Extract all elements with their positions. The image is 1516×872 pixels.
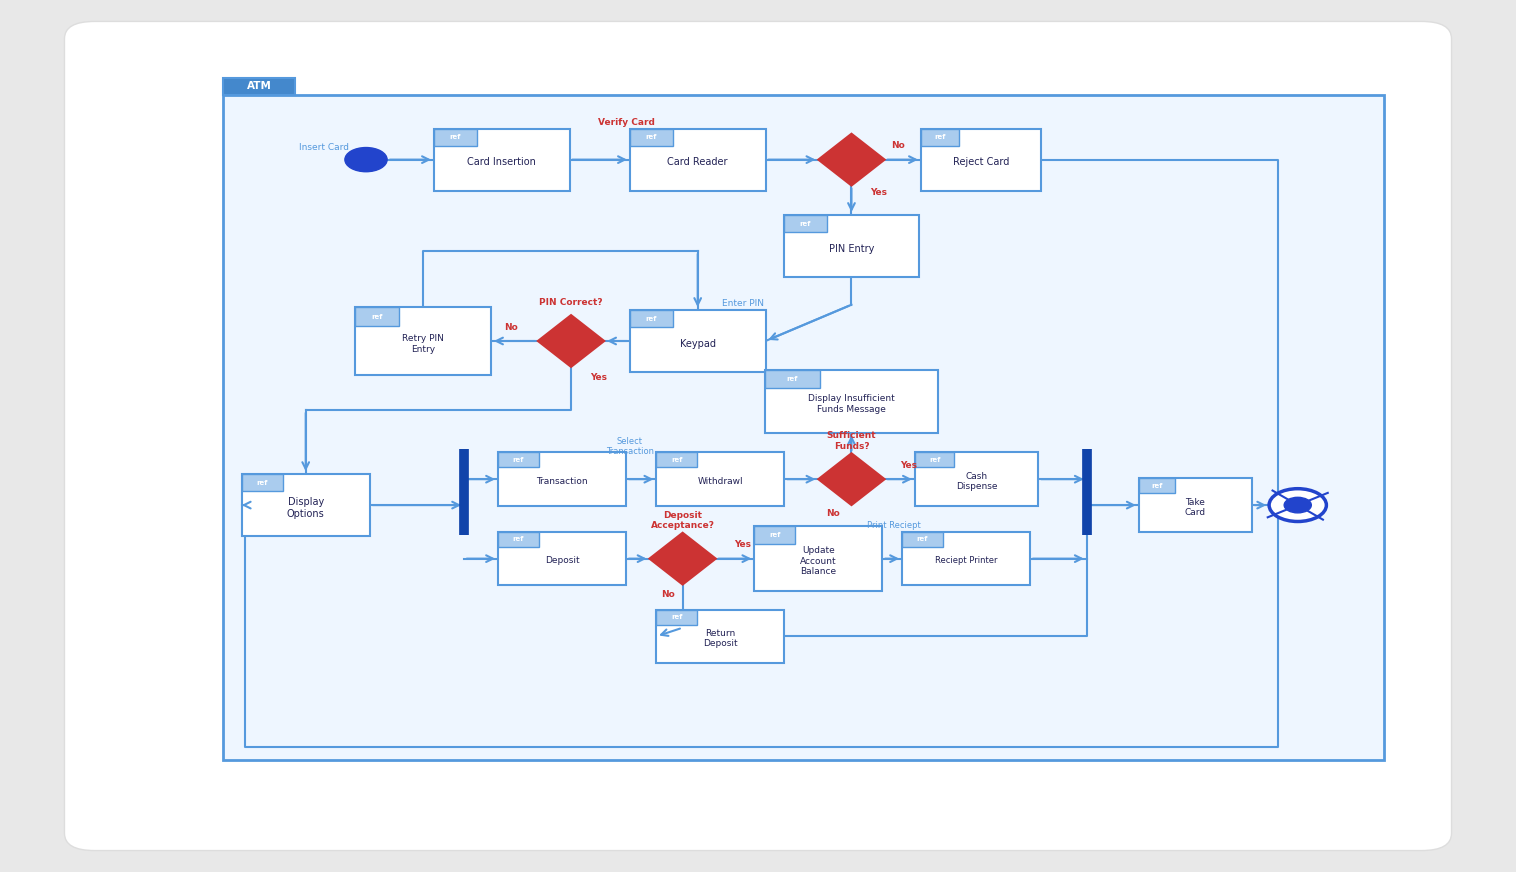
Text: Deposit: Deposit [544, 556, 579, 565]
Text: ref: ref [512, 536, 525, 542]
Polygon shape [819, 133, 885, 186]
FancyBboxPatch shape [656, 453, 784, 506]
Text: ref: ref [646, 134, 658, 140]
FancyBboxPatch shape [241, 474, 370, 536]
FancyBboxPatch shape [914, 453, 955, 467]
Text: No: No [826, 509, 840, 518]
FancyBboxPatch shape [656, 610, 697, 624]
FancyBboxPatch shape [434, 128, 570, 191]
FancyBboxPatch shape [902, 532, 1031, 585]
Text: ref: ref [672, 614, 682, 620]
Text: ref: ref [934, 134, 946, 140]
Text: Yes: Yes [590, 372, 606, 382]
FancyBboxPatch shape [764, 371, 938, 433]
Text: ref: ref [799, 221, 811, 227]
FancyBboxPatch shape [784, 215, 828, 232]
Text: ref: ref [1151, 483, 1163, 489]
FancyBboxPatch shape [755, 527, 882, 591]
Text: ref: ref [929, 457, 940, 463]
FancyBboxPatch shape [65, 22, 1451, 850]
FancyBboxPatch shape [434, 128, 478, 146]
Text: Card Reader: Card Reader [667, 157, 728, 167]
Text: ref: ref [256, 480, 268, 486]
Text: ref: ref [917, 536, 928, 542]
Text: Display Insufficient
Funds Message: Display Insufficient Funds Message [808, 394, 894, 414]
Text: ref: ref [646, 316, 658, 322]
Circle shape [1284, 497, 1311, 513]
FancyBboxPatch shape [241, 474, 282, 492]
Text: Cash
Dispense: Cash Dispense [957, 472, 998, 491]
Text: Yes: Yes [734, 541, 752, 549]
FancyBboxPatch shape [497, 453, 626, 506]
FancyBboxPatch shape [629, 128, 766, 191]
FancyBboxPatch shape [1139, 479, 1252, 532]
Text: Verify Card: Verify Card [599, 118, 655, 127]
Circle shape [346, 147, 387, 172]
Text: ref: ref [787, 376, 799, 382]
Polygon shape [649, 533, 716, 584]
Text: Update
Account
Balance: Update Account Balance [800, 547, 837, 576]
Text: Reject Card: Reject Card [954, 157, 1010, 167]
FancyBboxPatch shape [784, 215, 919, 277]
FancyBboxPatch shape [914, 453, 1038, 506]
Text: Card Insertion: Card Insertion [467, 157, 537, 167]
FancyBboxPatch shape [355, 307, 399, 326]
Text: Yes: Yes [901, 461, 917, 470]
Text: Select
Transaction: Select Transaction [606, 437, 653, 456]
FancyBboxPatch shape [355, 307, 491, 375]
FancyBboxPatch shape [902, 532, 943, 547]
FancyBboxPatch shape [497, 532, 538, 547]
Text: Yes: Yes [870, 188, 887, 197]
FancyBboxPatch shape [223, 78, 296, 95]
FancyBboxPatch shape [497, 532, 626, 585]
Text: Deposit
Acceptance?: Deposit Acceptance? [650, 511, 714, 530]
Text: No: No [661, 590, 675, 599]
Text: Withdrawl: Withdrawl [697, 477, 743, 486]
Text: Print Reciept: Print Reciept [867, 521, 920, 530]
Text: ref: ref [512, 457, 525, 463]
Polygon shape [819, 453, 885, 505]
Text: Reciept Printer: Reciept Printer [935, 556, 998, 565]
FancyBboxPatch shape [629, 310, 673, 327]
Text: Retry PIN
Entry: Retry PIN Entry [402, 334, 444, 353]
Text: PIN Correct?: PIN Correct? [540, 298, 603, 308]
Text: ref: ref [371, 314, 384, 320]
Text: ATM: ATM [247, 81, 271, 92]
Text: Insert Card: Insert Card [299, 143, 349, 152]
FancyBboxPatch shape [1139, 479, 1175, 494]
Text: ref: ref [672, 457, 682, 463]
Polygon shape [538, 315, 605, 367]
Text: ref: ref [450, 134, 461, 140]
Text: Display
Options: Display Options [287, 497, 324, 519]
FancyBboxPatch shape [920, 128, 960, 146]
FancyBboxPatch shape [656, 453, 697, 467]
Text: PIN Entry: PIN Entry [829, 243, 875, 254]
Text: No: No [503, 323, 517, 331]
FancyBboxPatch shape [629, 128, 673, 146]
FancyBboxPatch shape [497, 453, 538, 467]
Text: No: No [891, 141, 905, 150]
FancyBboxPatch shape [920, 128, 1041, 191]
Text: Sufficient
Funds?: Sufficient Funds? [826, 432, 876, 451]
Text: Return
Deposit: Return Deposit [703, 629, 738, 648]
FancyBboxPatch shape [656, 610, 784, 663]
Circle shape [1269, 488, 1326, 521]
Text: Take
Card: Take Card [1184, 498, 1205, 517]
Text: ref: ref [769, 532, 781, 538]
FancyBboxPatch shape [629, 310, 766, 372]
Text: Keypad: Keypad [679, 338, 716, 349]
Text: Transaction: Transaction [537, 477, 588, 486]
Text: Enter PIN: Enter PIN [722, 299, 764, 309]
FancyBboxPatch shape [223, 95, 1384, 760]
FancyBboxPatch shape [755, 527, 796, 544]
FancyBboxPatch shape [764, 371, 820, 388]
